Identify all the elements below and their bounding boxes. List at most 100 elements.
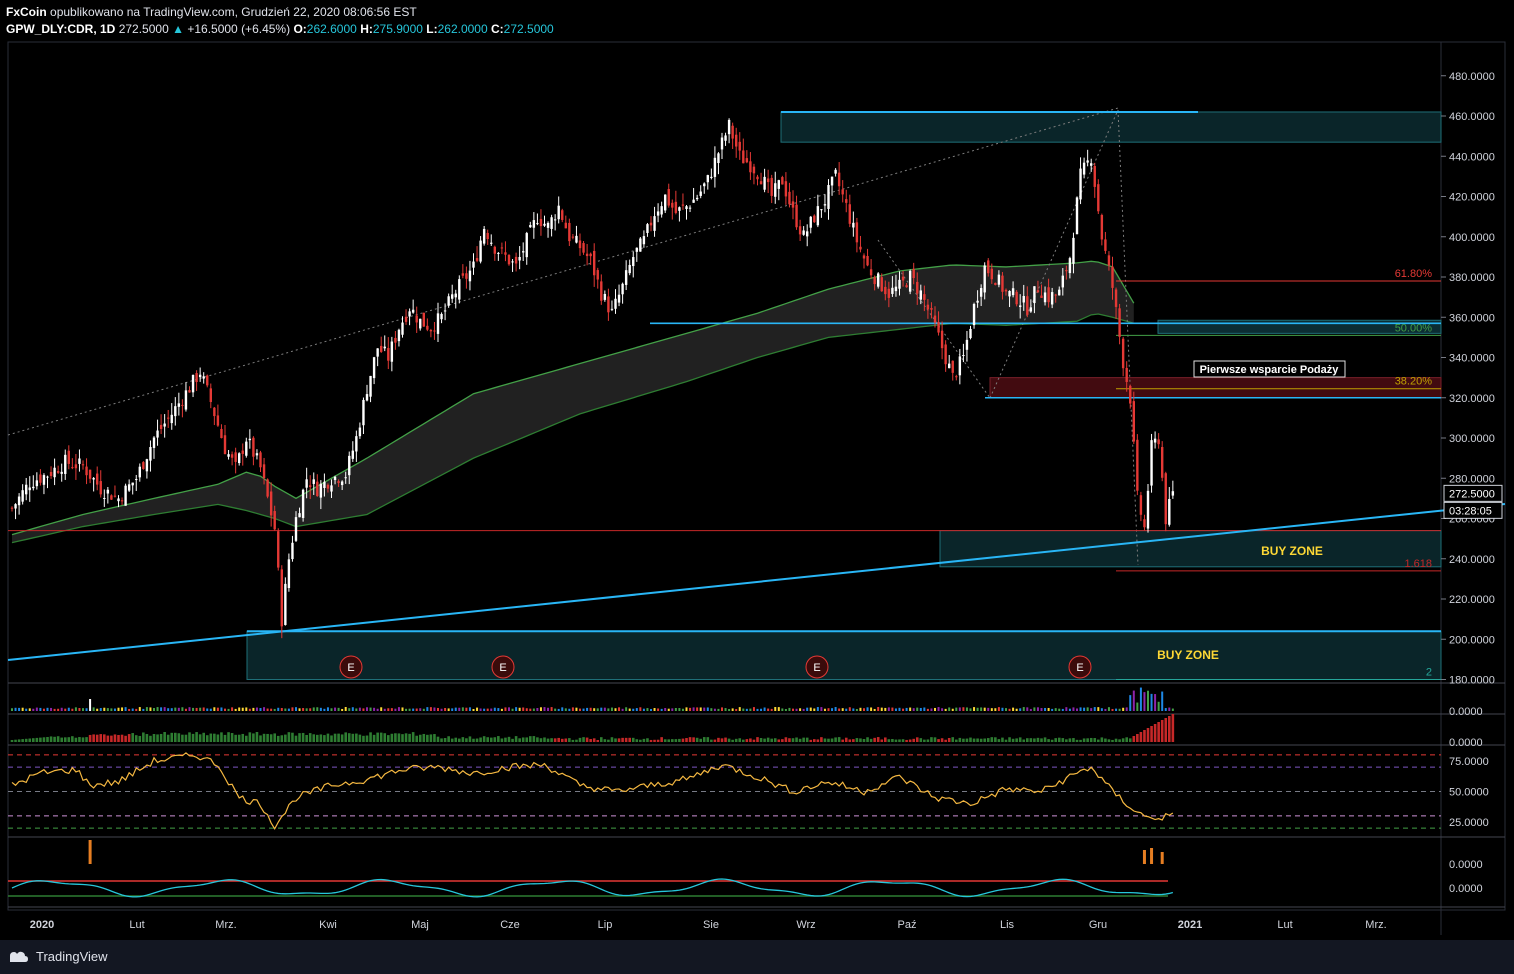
indicator-bar xyxy=(844,737,848,742)
support-label: Pierwsze wsparcie Podaży xyxy=(1200,364,1340,376)
indicator-bar xyxy=(628,737,631,742)
indicator-bar xyxy=(631,737,635,742)
volume-bar xyxy=(78,708,81,711)
candle-body xyxy=(362,399,365,426)
volume-bar xyxy=(543,707,546,711)
volume-bar xyxy=(1015,708,1018,711)
candle-body xyxy=(10,507,14,509)
volume-bar xyxy=(422,708,425,711)
candle-body xyxy=(582,243,585,253)
indicator-bar xyxy=(408,733,411,742)
price-tick-label: 220.0000 xyxy=(1449,594,1495,606)
volume-bar xyxy=(887,707,890,711)
volume-bar xyxy=(603,707,606,711)
indicator-bar xyxy=(681,738,685,742)
volume-bar xyxy=(902,708,905,711)
indicator-bar xyxy=(816,739,820,742)
candle-body xyxy=(1121,338,1125,369)
volume-bar xyxy=(170,708,173,711)
volume-bar xyxy=(873,708,876,711)
candle-body xyxy=(621,283,624,295)
candle-body xyxy=(230,454,234,458)
candle-body xyxy=(649,222,653,226)
indicator-bar xyxy=(695,737,699,742)
last-price-label: 272.5000 xyxy=(1449,488,1495,500)
candle-body xyxy=(543,223,546,226)
indicator-bar xyxy=(965,738,969,742)
tradingview-brand: TradingView xyxy=(36,949,108,964)
volume-bar xyxy=(25,708,28,711)
fib-label: 50.00% xyxy=(1395,322,1433,334)
indicator-bar xyxy=(635,739,639,742)
candle-body xyxy=(908,270,912,292)
candle-body xyxy=(461,273,465,276)
volume-bar xyxy=(1083,707,1086,711)
indicator-bar xyxy=(589,738,592,742)
chart-canvas[interactable]: 61.80% 50.00% 38.20% 1.618 2 Pierwsze wsparci… xyxy=(0,0,1514,940)
volume-bar xyxy=(348,708,351,711)
candle-body xyxy=(1047,287,1050,303)
volume-bar xyxy=(209,708,212,711)
candle-body xyxy=(1107,255,1111,266)
indicator-bar xyxy=(426,734,429,742)
volume-bar xyxy=(934,707,936,711)
indicator-bar xyxy=(489,737,493,742)
candle-body xyxy=(1100,214,1104,240)
time-tick-label: Sie xyxy=(703,919,719,931)
candle-body xyxy=(167,417,170,419)
volume-bar xyxy=(987,707,990,711)
symbol-label[interactable]: GPW_DLY:CDR, 1D xyxy=(6,22,116,36)
candle-body xyxy=(784,181,788,197)
candle-body xyxy=(17,496,21,506)
volume-bar xyxy=(131,708,134,711)
buy-zone-lower xyxy=(246,630,1442,681)
indicator-bar xyxy=(646,738,649,742)
candle-body xyxy=(206,375,209,386)
indicator-bar xyxy=(617,738,621,742)
volume-bar xyxy=(653,708,656,711)
volume-bar xyxy=(39,707,42,711)
candle-body xyxy=(656,211,660,216)
volume-bar xyxy=(316,707,319,711)
candle-body xyxy=(614,298,617,309)
candle-body xyxy=(997,274,1001,285)
volume-bar xyxy=(557,708,560,711)
candle-body xyxy=(845,199,848,203)
candle-body xyxy=(1143,519,1146,528)
volume-bar xyxy=(206,708,209,711)
candle-body xyxy=(1139,495,1143,515)
candle-body xyxy=(546,222,550,228)
candle-body xyxy=(1129,386,1132,404)
indicator-bar xyxy=(340,734,344,742)
candle-body xyxy=(557,205,560,220)
volume-bar xyxy=(891,707,894,711)
candle-body xyxy=(1114,289,1118,307)
candle-body xyxy=(213,407,216,417)
candle-body xyxy=(1050,292,1054,305)
volume-bar xyxy=(909,707,912,711)
tradingview-logo[interactable]: TradingView xyxy=(8,949,108,964)
indicator-bar xyxy=(276,735,280,742)
volume-bar xyxy=(1115,708,1118,711)
fib-label: 38.20% xyxy=(1395,376,1433,388)
indicator-bar xyxy=(724,737,727,742)
ohlc-legend: GPW_DLY:CDR, 1D 272.5000 ▲ +16.5000 (+6.… xyxy=(6,22,554,36)
candle-body xyxy=(330,485,333,492)
indicator-bar xyxy=(511,738,514,742)
indicator-bar xyxy=(578,737,582,742)
candle-body xyxy=(475,258,479,261)
candle-body xyxy=(60,471,63,474)
time-tick-label: Maj xyxy=(411,919,429,931)
volume-bar xyxy=(454,707,457,711)
volume-bar xyxy=(635,708,638,711)
change-arrow-icon: ▲ xyxy=(172,22,184,36)
candle-body xyxy=(220,428,223,439)
candle-body xyxy=(408,311,411,317)
candle-body xyxy=(944,344,947,365)
candle-body xyxy=(1015,291,1018,305)
candle-body xyxy=(1054,294,1057,296)
time-tick-label: Cze xyxy=(500,919,520,931)
indicator-bar xyxy=(671,739,674,742)
volume-bar xyxy=(85,708,88,711)
author-name[interactable]: FxCoin xyxy=(6,5,47,19)
